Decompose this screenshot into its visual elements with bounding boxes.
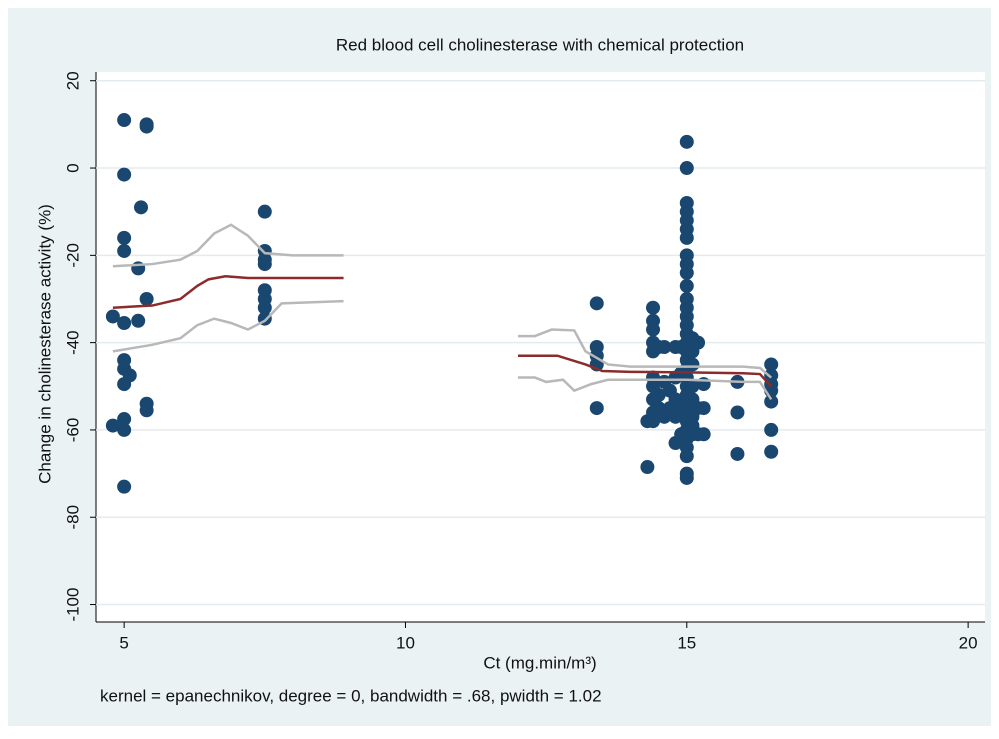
y-tick-label: -60 [63,418,82,443]
point [764,394,779,409]
point [139,403,154,418]
point [685,379,700,394]
point [257,300,272,315]
point [117,167,132,182]
point [122,368,137,383]
x-tick-label: 10 [396,633,415,652]
point [730,446,745,461]
point [730,405,745,420]
point [117,412,132,427]
point [117,113,132,128]
point [646,322,661,337]
point [117,479,132,494]
point [696,401,711,416]
point [640,460,655,475]
x-tick-label: 5 [119,633,128,652]
point [764,444,779,459]
point [679,265,694,280]
point [139,291,154,306]
point [134,200,149,215]
point [679,470,694,485]
plot-region [96,72,985,622]
point [679,134,694,149]
point [646,414,661,429]
y-tick-label: -100 [63,588,82,622]
point [679,278,694,293]
point [105,418,120,433]
note: kernel = epanechnikov, degree = 0, bandw… [100,686,602,705]
point [691,335,706,350]
point [589,296,604,311]
point [696,427,711,442]
point [764,422,779,437]
line [112,223,773,379]
line [112,275,773,388]
x-axis-label: Ct (mg.min/m³) [483,653,596,672]
point [139,119,154,134]
chart-title: Red blood cell cholinesterase with chemi… [336,35,744,54]
point [685,357,700,372]
point [764,357,779,372]
point [131,313,146,328]
point [117,230,132,245]
y-axis-label: Change in cholinesterase activity (%) [35,204,54,484]
point [257,204,272,219]
y-tick-label: -40 [63,330,82,355]
point [679,161,694,176]
line [112,299,773,401]
point [651,388,666,403]
point [589,401,604,416]
y-tick-label: -20 [63,243,82,268]
y-tick-label: 20 [63,71,82,90]
point [657,340,672,354]
x-tick-label: 15 [677,633,696,652]
point [679,230,694,245]
point [117,422,132,437]
point [117,243,132,258]
point [257,257,272,272]
x-tick-label: 20 [959,633,978,652]
point [117,315,132,330]
point [679,449,694,464]
y-tick-label: -80 [63,505,82,530]
point [105,309,120,324]
point [646,300,661,315]
y-tick-label: 0 [63,163,82,172]
